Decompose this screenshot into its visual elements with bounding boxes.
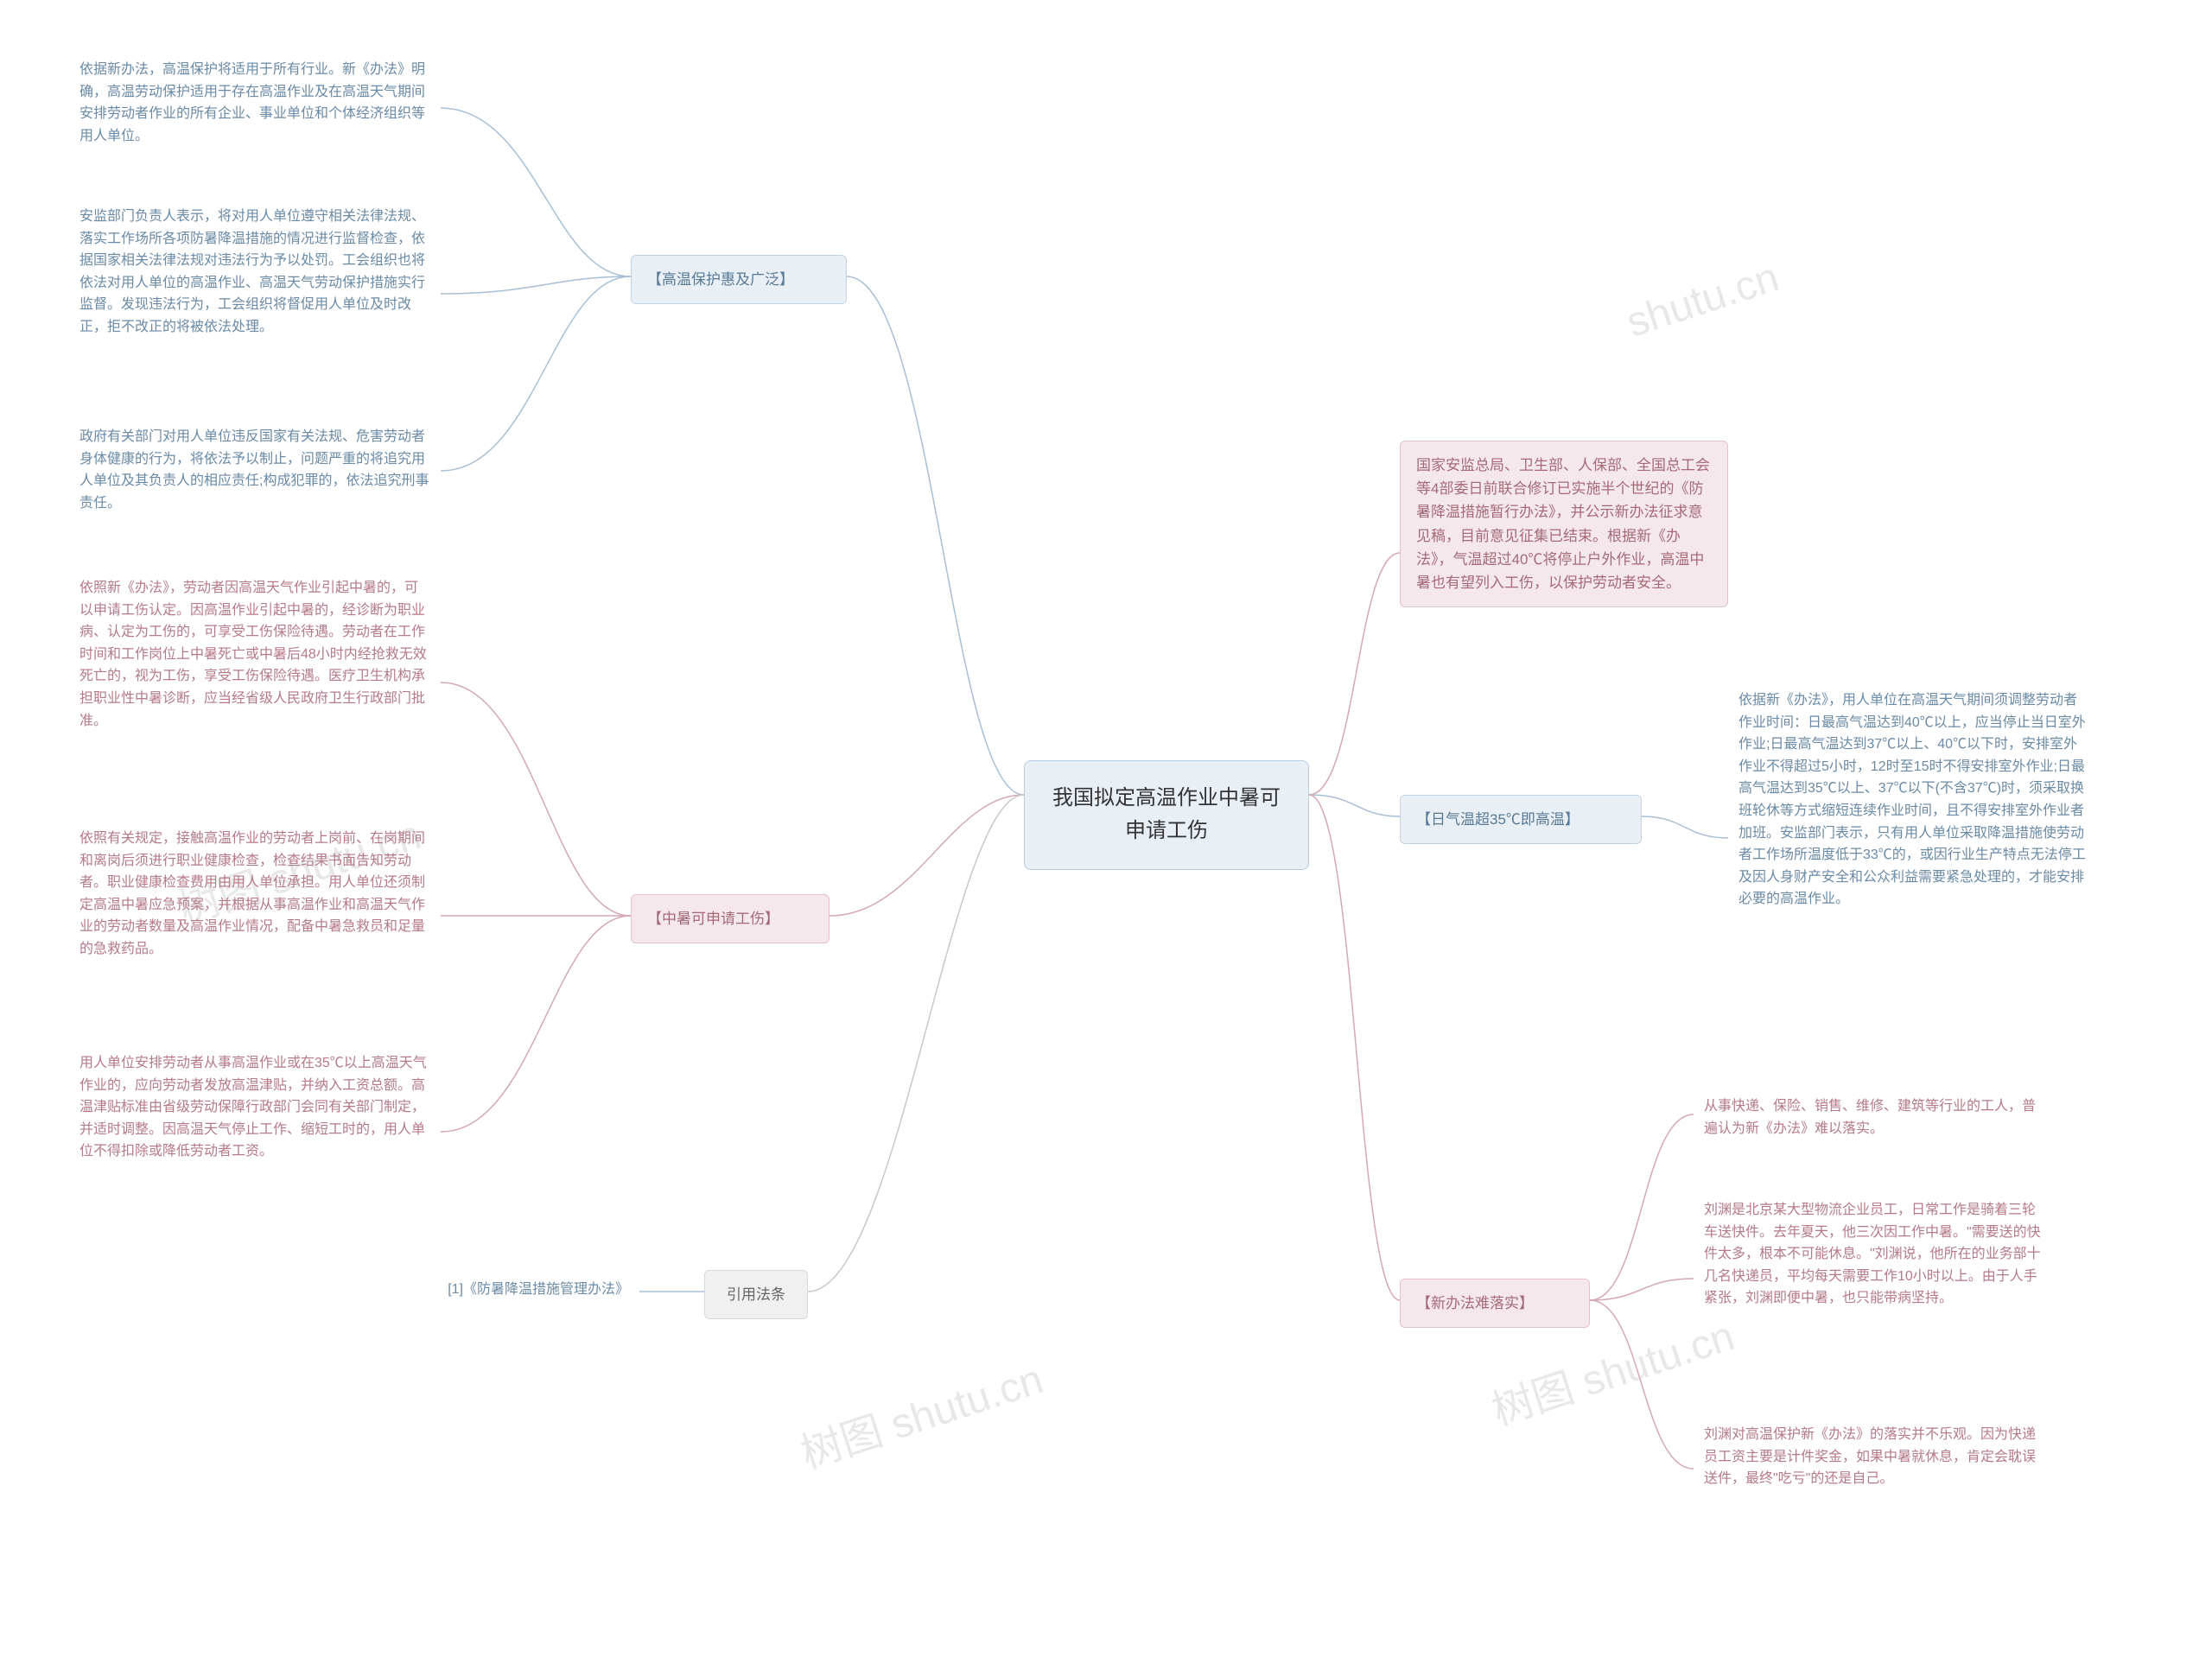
right-intro: 国家安监总局、卫生部、人保部、全国总工会等4部委日前联合修订已实施半个世纪的《防… [1400, 441, 1728, 607]
center-line1: 我国拟定高温作业中暑可 [1052, 786, 1281, 809]
branch-protect: 【高温保护惠及广泛】 [631, 255, 847, 304]
branch-temp35: 【日气温超35℃即高温】 [1400, 795, 1642, 844]
difficult-child-0: 从事快递、保险、销售、维修、建筑等行业的工人，普遍认为新《办法》难以落实。 [1694, 1089, 2056, 1146]
branch-reference: 引用法条 [704, 1270, 808, 1319]
protect-child-1: 安监部门负责人表示，将对用人单位遵守相关法律法规、落实工作场所各项防暑降温措施的… [69, 199, 441, 346]
branch-difficult: 【新办法难落实】 [1400, 1279, 1590, 1328]
difficult-child-2: 刘渊对高温保护新《办法》的落实并不乐观。因为快递员工资主要是计件奖金，如果中暑就… [1694, 1417, 2056, 1497]
watermark: 树图 shutu.cn [791, 1345, 1049, 1480]
protect-child-2: 政府有关部门对用人单位违反国家有关法规、危害劳动者身体健康的行为，将依法予以制止… [69, 419, 441, 521]
branch-injury: 【中暑可申请工伤】 [631, 894, 830, 943]
injury-child-0: 依照新《办法》，劳动者因高温天气作业引起中暑的，可以申请工伤认定。因高温作业引起… [69, 570, 441, 739]
injury-child-1: 依照有关规定，接触高温作业的劳动者上岗前、在岗期间和离岗后须进行职业健康检查，检… [69, 821, 441, 968]
reference-child-0: [1]《防暑降温措施管理办法》 [363, 1272, 639, 1308]
injury-child-2: 用人单位安排劳动者从事高温作业或在35℃以上高温天气作业的，应向劳动者发放高温津… [69, 1045, 441, 1170]
temp35-detail: 依据新《办法》，用人单位在高温天气期间须调整劳动者作业时间：日最高气温达到40℃… [1728, 682, 2100, 917]
difficult-child-1: 刘渊是北京某大型物流企业员工，日常工作是骑着三轮车送快件。去年夏天，他三次因工作… [1694, 1192, 2056, 1317]
center-line2: 申请工伤 [1125, 819, 1208, 842]
center-topic: 我国拟定高温作业中暑可 申请工伤 [1024, 760, 1309, 870]
watermark: shutu.cn [1621, 253, 1785, 346]
protect-child-0: 依据新办法，高温保护将适用于所有行业。新《办法》明确，高温劳动保护适用于存在高温… [69, 52, 441, 154]
